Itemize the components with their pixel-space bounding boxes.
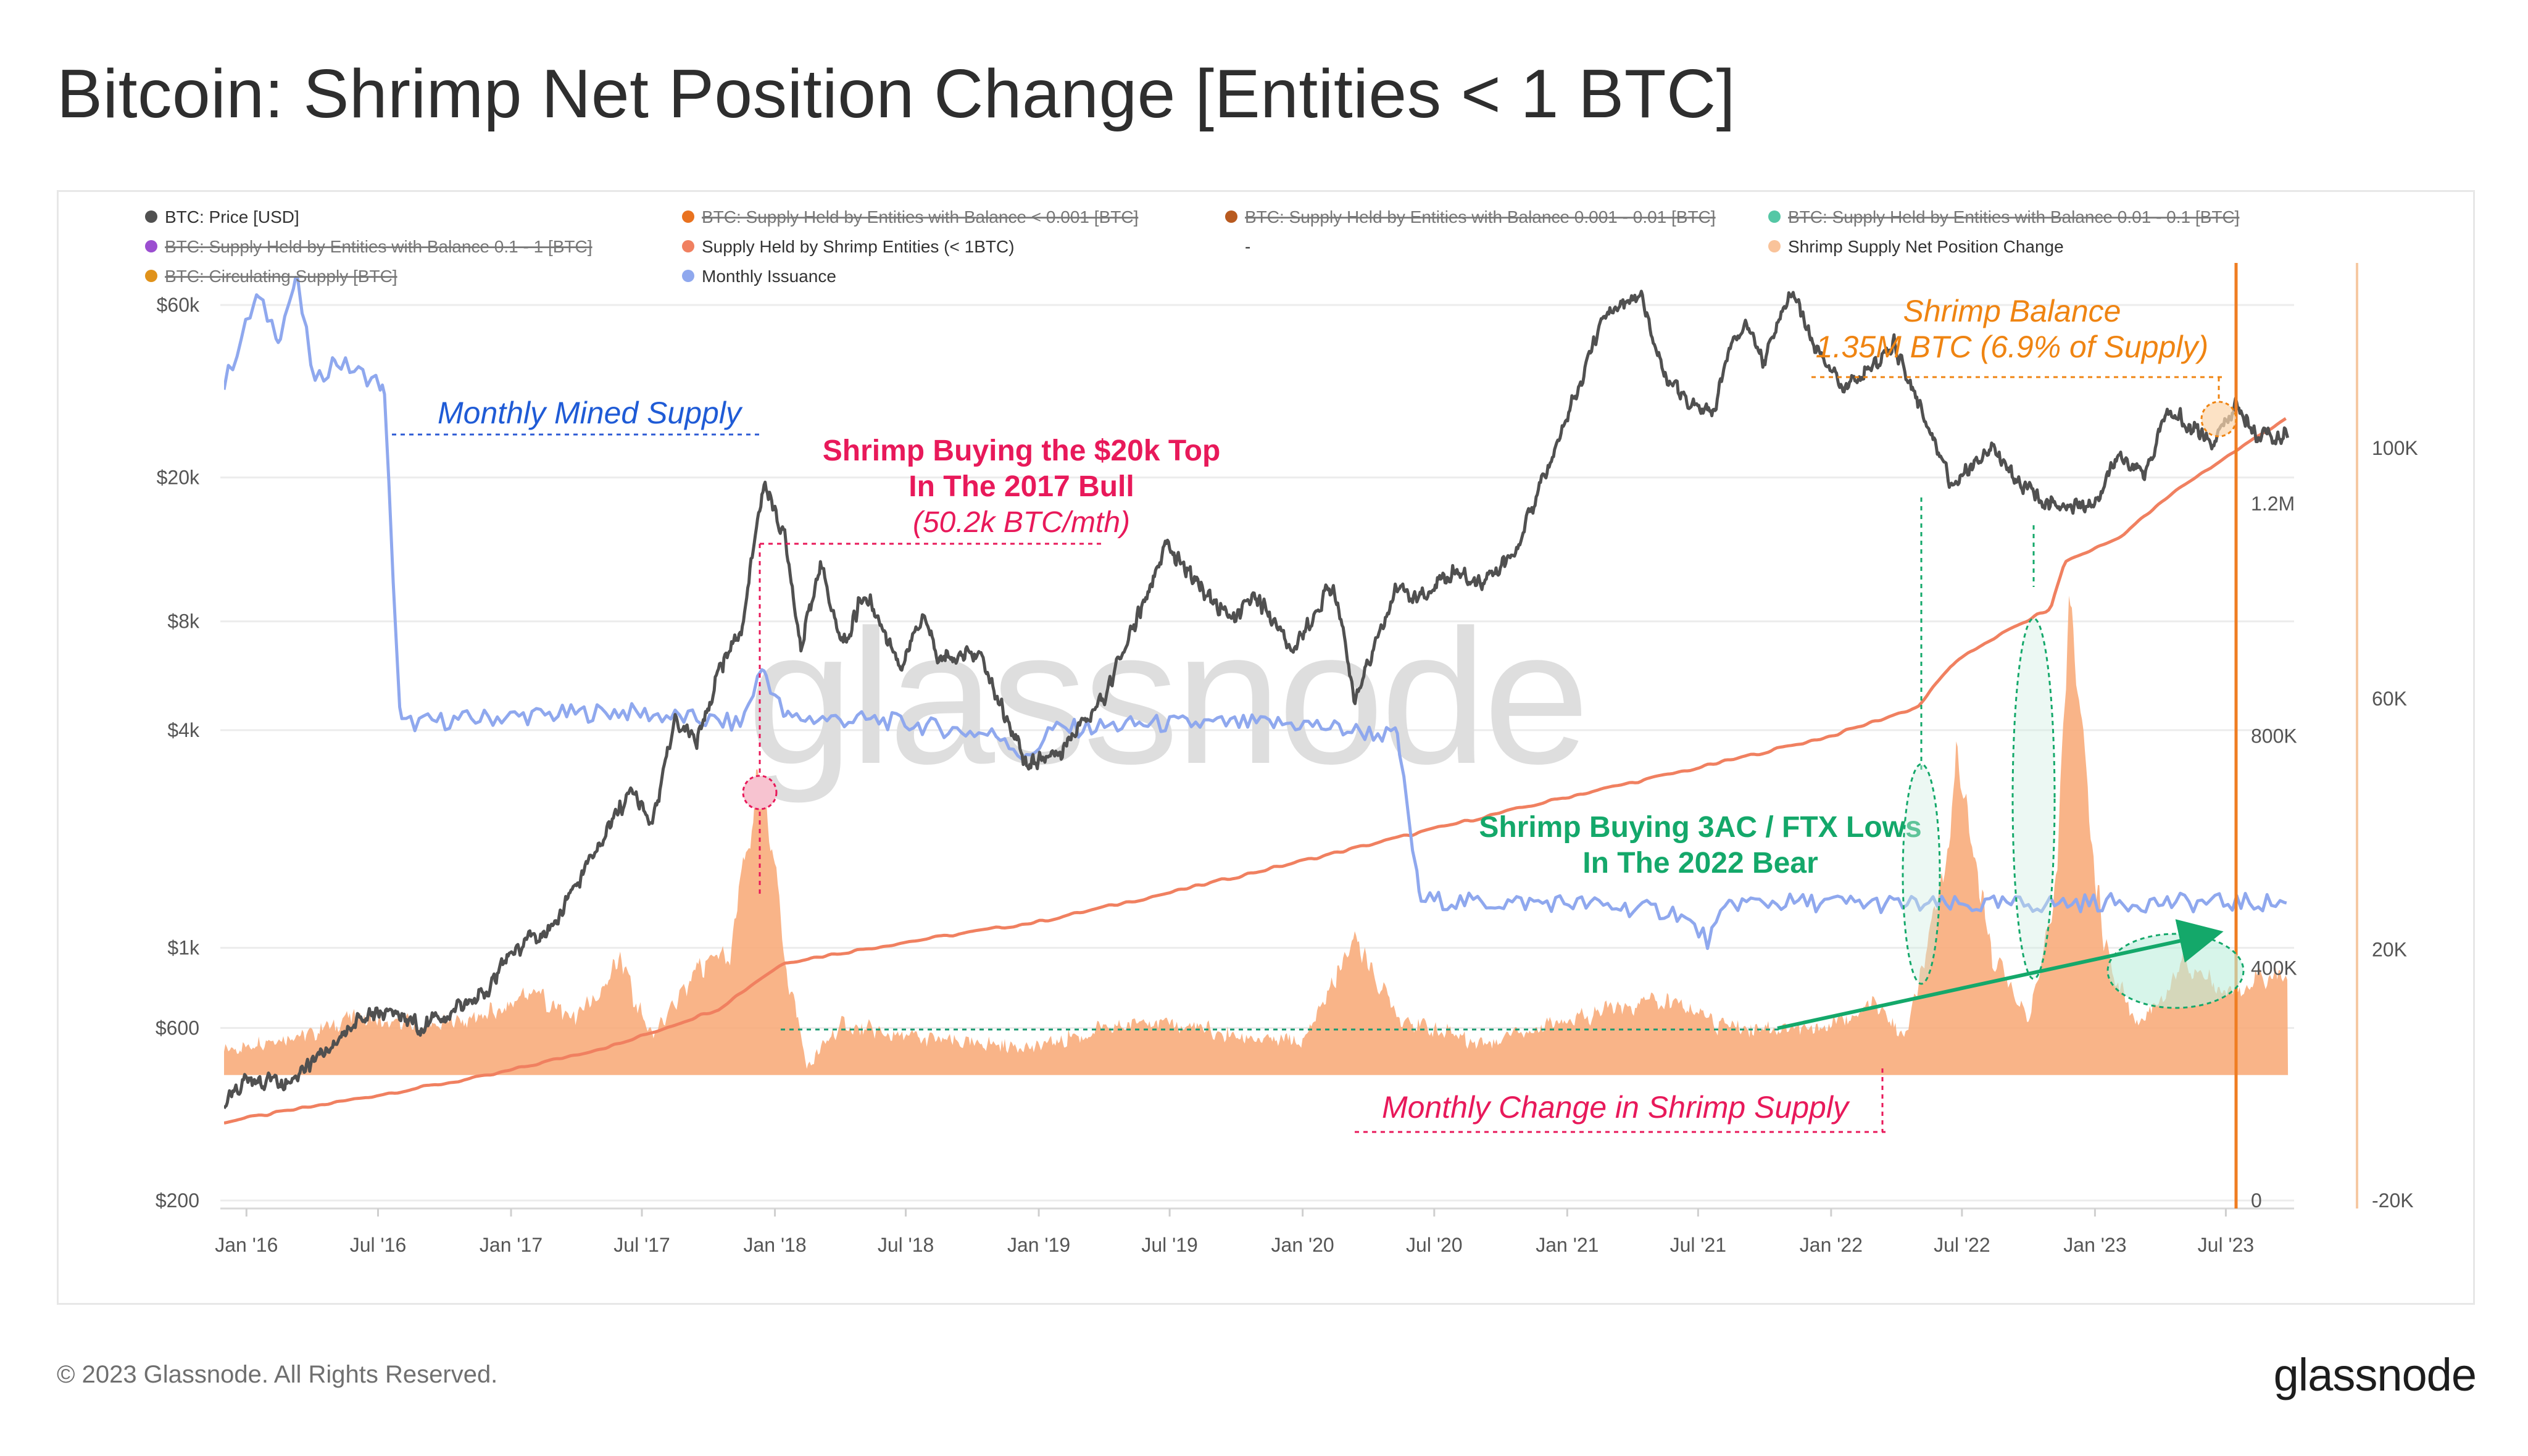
top-label-line1: Shrimp Buying the $20k Top: [823, 435, 1221, 467]
top-label-line3: (50.2k BTC/mth): [913, 506, 1130, 539]
x-tick-label: Jan '19: [1007, 1234, 1070, 1256]
legend-item[interactable]: BTC: Supply Held by Entities with Balanc…: [1225, 207, 1716, 227]
legend-label: Monthly Issuance: [702, 267, 836, 286]
legend-marker: [682, 270, 694, 282]
price-tick-label: $4k: [167, 719, 200, 741]
bear-label-line1: Shrimp Buying 3AC / FTX Lows: [1479, 811, 1921, 844]
x-tick-label: Jan '18: [743, 1234, 806, 1256]
trend-arrow: [1777, 919, 2224, 1030]
legend-item[interactable]: -: [1245, 237, 1250, 256]
legend-marker: [1768, 240, 1781, 252]
shrimp-supply-line: [224, 417, 2287, 1125]
supply-tick-label: 1.2M: [2251, 493, 2295, 515]
price-line: [224, 289, 2290, 1110]
legend-marker: [145, 210, 157, 223]
supply-tick-label: 400K: [2251, 957, 2297, 980]
legend-label: -: [1245, 237, 1250, 256]
legend-marker: [145, 240, 157, 252]
footer-logo: glassnode: [2273, 1349, 2477, 1400]
legend-label: BTC: Supply Held by Entities with Balanc…: [1788, 207, 2239, 227]
price-tick-label: $600: [156, 1017, 199, 1039]
legend-marker: [145, 270, 157, 282]
x-tick-label: Jan '20: [1271, 1234, 1334, 1256]
x-tick-label: Jul '18: [878, 1234, 934, 1256]
change-tick-label: 100K: [2372, 437, 2418, 459]
x-tick-label: Jul '20: [1406, 1234, 1463, 1256]
x-tick-label: Jul '23: [2198, 1234, 2255, 1256]
legend-item[interactable]: BTC: Circulating Supply [BTC]: [145, 267, 397, 286]
legend-item[interactable]: BTC: Supply Held by Entities with Balanc…: [145, 237, 592, 256]
legend-item[interactable]: BTC: Price [USD]: [145, 207, 299, 227]
price-tick-label: $200: [156, 1189, 199, 1212]
legend-marker: [1768, 210, 1781, 223]
top-label-line2: In The 2017 Bull: [908, 470, 1134, 503]
watermark: glassnode: [747, 589, 1586, 805]
net-change-area: [224, 596, 2289, 1075]
price-tick-label: $8k: [167, 610, 200, 633]
page-title: Bitcoin: Shrimp Net Position Change [Ent…: [57, 56, 1736, 132]
legend-label: BTC: Supply Held by Entities with Balanc…: [165, 237, 592, 256]
legend-item[interactable]: Shrimp Supply Net Position Change: [1768, 237, 2064, 256]
price-tick-label: $20k: [157, 467, 200, 489]
recent-highlight-ellipse: [2106, 933, 2245, 1009]
balance-label-line2: 1.35M BTC (6.9% of Supply): [1816, 330, 2208, 364]
balance-label-line1: Shrimp Balance: [1903, 294, 2121, 328]
x-tick-label: Jan '23: [2063, 1234, 2126, 1256]
change-tick-label: 20K: [2372, 939, 2407, 961]
annotations: Monthly Mined Supply Shrimp Buying the $2…: [392, 294, 2245, 1133]
legend-marker: [682, 240, 694, 252]
series-lines: [224, 275, 2290, 1125]
legend-item[interactable]: Supply Held by Shrimp Entities (< 1BTC): [682, 237, 1015, 256]
x-tick-label: Jul '17: [613, 1234, 670, 1256]
legend-label: Shrimp Supply Net Position Change: [1788, 237, 2064, 256]
legend-marker: [682, 210, 694, 223]
chart-canvas: glassnode Jan '16 Jul '16 Jan '17 Jul '17 Ja…: [145, 207, 2418, 1256]
monthly-issuance-line: [224, 275, 2287, 951]
bear-highlight-ellipse-1: [1902, 763, 1941, 985]
legend-label: BTC: Price [USD]: [165, 207, 299, 227]
x-tick-label: Jul '16: [350, 1234, 407, 1256]
top-highlight-circle: [742, 775, 778, 810]
legend-label: BTC: Circulating Supply [BTC]: [165, 267, 397, 286]
legend-label: BTC: Supply Held by Entities with Balanc…: [702, 207, 1138, 227]
monthly-change-label: Monthly Change in Shrimp Supply: [1382, 1090, 1850, 1125]
legend-label: BTC: Supply Held by Entities with Balanc…: [1245, 207, 1716, 227]
supply-tick-label: 0: [2251, 1189, 2262, 1212]
x-tick-label: Jul '19: [1141, 1234, 1198, 1256]
supply-tick-label: 800K: [2251, 725, 2297, 747]
net-change-area-path: [224, 596, 2289, 1075]
x-tick-label: Jan '22: [1800, 1234, 1863, 1256]
legend-item[interactable]: BTC: Supply Held by Entities with Balanc…: [1768, 207, 2239, 227]
x-tick-label: Jan '16: [215, 1234, 278, 1256]
legend-item[interactable]: Monthly Issuance: [682, 267, 836, 286]
axes: Jan '16 Jul '16 Jan '17 Jul '17 Jan '18 Jul '…: [156, 263, 2418, 1256]
balance-highlight-circle: [2200, 401, 2237, 438]
bear-label-line2: In The 2022 Bear: [1582, 847, 1818, 880]
mined-supply-label: Monthly Mined Supply: [438, 396, 743, 430]
price-tick-label: $1k: [167, 937, 200, 959]
x-tick-label: Jul '22: [1934, 1234, 1990, 1256]
x-tick-label: Jul '21: [1670, 1234, 1727, 1256]
legend-label: Supply Held by Shrimp Entities (< 1BTC): [702, 237, 1015, 256]
x-tick-label: Jan '17: [480, 1234, 543, 1256]
price-tick-label: $60k: [157, 294, 200, 316]
bear-highlight-ellipse-2: [2011, 617, 2056, 980]
legend[interactable]: BTC: Price [USD] BTC: Supply Held by Enti…: [145, 207, 2239, 286]
x-tick-label: Jan '21: [1536, 1234, 1599, 1256]
legend-marker: [1225, 210, 1237, 223]
chart-panel: glassnode Jan '16 Jul '16 Jan '17 Jul '17 Ja…: [57, 190, 2475, 1305]
change-tick-label: -20K: [2372, 1189, 2414, 1212]
legend-item[interactable]: BTC: Supply Held by Entities with Balanc…: [682, 207, 1138, 227]
change-tick-label: 60K: [2372, 688, 2407, 710]
footer-copyright: © 2023 Glassnode. All Rights Reserved.: [57, 1361, 498, 1388]
